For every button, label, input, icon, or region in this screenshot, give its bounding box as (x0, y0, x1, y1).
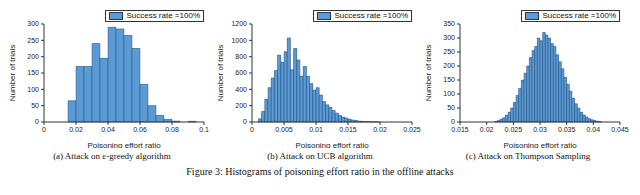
svg-text:Poisoning effort ratio: Poisoning effort ratio (295, 141, 369, 148)
svg-text:0: 0 (250, 126, 254, 133)
svg-text:250: 250 (443, 48, 455, 55)
html-text:(b) Attack on UCB algorithm: (b) Attack on UCB algorithm (267, 151, 373, 161)
svg-text:0.02: 0.02 (69, 126, 83, 133)
svg-text:Number of trials: Number of trials (424, 45, 433, 101)
svg-text:0.04: 0.04 (587, 126, 601, 133)
svg-text:0.06: 0.06 (133, 126, 147, 133)
svg-text:100: 100 (27, 86, 39, 93)
svg-text:800: 800 (235, 53, 247, 60)
svg-text:Number of trials: Number of trials (216, 45, 225, 101)
svg-text:300: 300 (443, 34, 455, 41)
svg-text:150: 150 (27, 69, 39, 76)
svg-text:250: 250 (27, 37, 39, 44)
svg-text:0.045: 0.045 (611, 126, 629, 133)
svg-text:0: 0 (243, 118, 247, 125)
svg-text:0.02: 0.02 (480, 126, 494, 133)
svg-text:0.015: 0.015 (339, 126, 357, 133)
svg-text:50: 50 (31, 102, 39, 109)
svg-text:0.015: 0.015 (451, 126, 469, 133)
html-text:Success rate =100%: Success rate =100% (126, 11, 200, 20)
svg-text:350: 350 (443, 20, 455, 27)
html-text:Figure 3: Histograms of poison: Figure 3: Histograms of poisoning effort… (186, 166, 454, 177)
svg-text:0.08: 0.08 (165, 126, 179, 133)
svg-text:600: 600 (235, 69, 247, 76)
svg-text:0.04: 0.04 (101, 126, 115, 133)
svg-text:Poisoning effort ratio: Poisoning effort ratio (87, 141, 161, 148)
html-text:(a) Attack on ε-greedy algorit: (a) Attack on ε-greedy algorithm (53, 151, 171, 161)
svg-text:100: 100 (443, 90, 455, 97)
svg-text:1000: 1000 (231, 37, 247, 44)
svg-text:0.005: 0.005 (275, 126, 293, 133)
svg-text:200: 200 (27, 53, 39, 60)
svg-text:200: 200 (443, 62, 455, 69)
svg-text:0.01: 0.01 (309, 126, 323, 133)
svg-text:150: 150 (443, 76, 455, 83)
svg-text:0: 0 (35, 118, 39, 125)
svg-text:50: 50 (447, 104, 455, 111)
html-text:Success rate =100%: Success rate =100% (542, 11, 616, 20)
svg-text:0: 0 (42, 126, 46, 133)
svg-text:0.035: 0.035 (558, 126, 576, 133)
svg-text:0: 0 (451, 118, 455, 125)
svg-text:0.025: 0.025 (505, 126, 523, 133)
svg-text:200: 200 (235, 102, 247, 109)
svg-text:300: 300 (27, 20, 39, 27)
svg-text:Number of trials: Number of trials (8, 45, 17, 101)
svg-text:0.02: 0.02 (373, 126, 387, 133)
svg-text:Poisoning effort ratio: Poisoning effort ratio (503, 141, 577, 148)
svg-text:0.025: 0.025 (403, 126, 421, 133)
svg-text:400: 400 (235, 86, 247, 93)
svg-text:1200: 1200 (231, 20, 247, 27)
svg-text:0.03: 0.03 (533, 126, 547, 133)
svg-text:0.1: 0.1 (199, 126, 209, 133)
html-text:Success rate =100%: Success rate =100% (334, 11, 408, 20)
html-text:(c) Attack on Thompson Samplin: (c) Attack on Thompson Sampling (465, 151, 591, 161)
